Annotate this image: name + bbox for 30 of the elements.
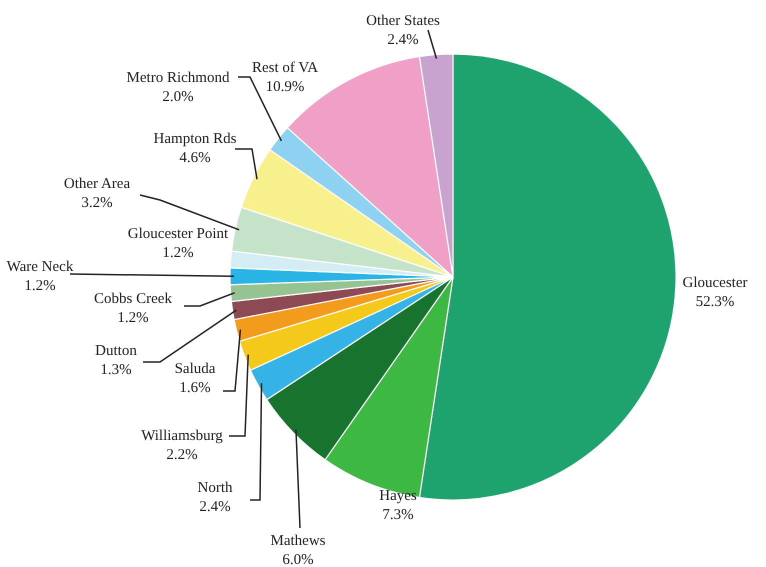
data-label: 1.2% [117,310,149,326]
slice-label: Mathews [270,533,326,549]
slice-label: Williamsburg [141,428,224,444]
slice-label: Dutton [95,343,138,359]
data-label: 52.3% [696,294,734,310]
slice-label: Metro Richmond [126,70,230,86]
data-label: 6.0% [282,552,314,567]
data-label: 1.6% [179,380,211,396]
slice-label: Other States [366,13,440,29]
data-label: 1.2% [24,278,56,294]
slice-label: Other Area [64,176,130,192]
data-label: 2.0% [162,89,194,105]
slice-label: Hampton Rds [154,131,237,147]
slice-label: Cobbs Creek [94,291,172,307]
data-label: 4.6% [179,150,211,166]
data-label: 7.3% [382,507,414,523]
slice-label: Hayes [379,488,417,504]
data-label: 2.4% [387,32,419,48]
slice-label: Gloucester Point [128,226,230,242]
data-label: 1.2% [162,245,194,261]
slice-label: Gloucester [682,275,748,291]
slice-label: Saluda [174,361,216,377]
data-label: 10.9% [266,79,304,95]
slice-label: Rest of VA [252,60,318,76]
data-label: 3.2% [81,195,113,211]
data-label: 2.2% [166,447,198,463]
slice-label: North [198,480,233,496]
data-label: 2.4% [199,499,231,515]
data-label: 1.3% [100,362,132,378]
slice-label: Ware Neck [6,259,74,275]
